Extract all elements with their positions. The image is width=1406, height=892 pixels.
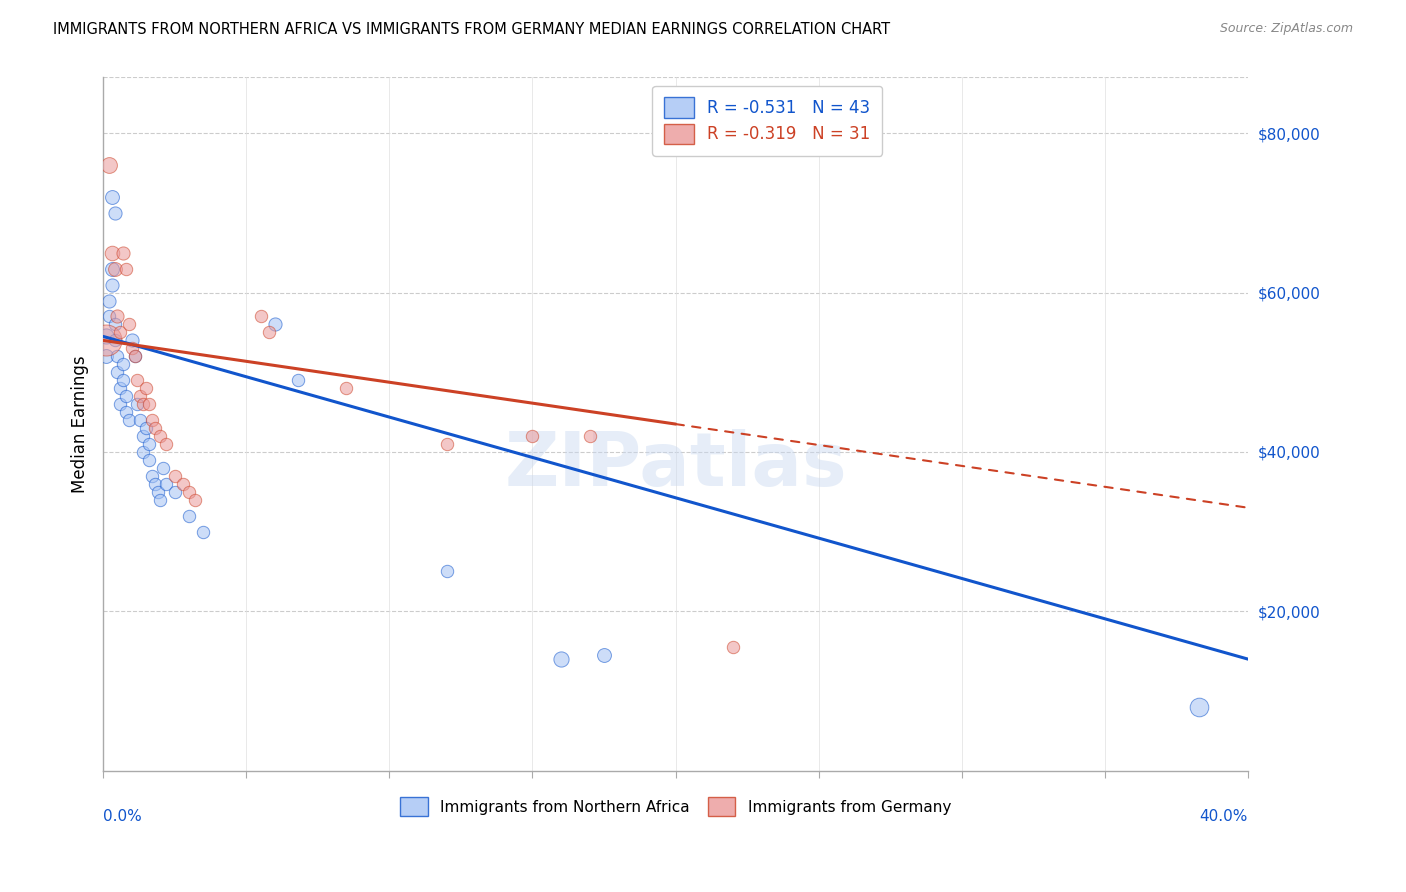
Point	[335, 381, 357, 395]
Point	[132, 397, 155, 411]
Text: 40.0%: 40.0%	[1199, 809, 1249, 824]
Point	[578, 429, 600, 443]
Point	[132, 445, 155, 459]
Point	[1188, 700, 1211, 714]
Point	[115, 405, 138, 419]
Point	[163, 468, 186, 483]
Legend: Immigrants from Northern Africa, Immigrants from Germany: Immigrants from Northern Africa, Immigra…	[394, 791, 957, 822]
Point	[112, 245, 135, 260]
Point	[436, 437, 458, 451]
Point	[100, 190, 122, 204]
Text: ZIPatlas: ZIPatlas	[505, 429, 846, 502]
Point	[124, 349, 146, 363]
Point	[107, 349, 129, 363]
Point	[138, 397, 160, 411]
Point	[149, 492, 172, 507]
Y-axis label: Median Earnings: Median Earnings	[72, 355, 89, 493]
Point	[100, 245, 122, 260]
Point	[110, 326, 132, 340]
Point	[138, 453, 160, 467]
Text: Source: ZipAtlas.com: Source: ZipAtlas.com	[1219, 22, 1353, 36]
Point	[103, 334, 125, 348]
Point	[94, 349, 117, 363]
Point	[100, 261, 122, 276]
Point	[94, 334, 117, 348]
Point	[97, 293, 120, 308]
Point	[129, 389, 152, 403]
Point	[152, 461, 174, 475]
Point	[97, 158, 120, 172]
Point	[110, 397, 132, 411]
Point	[118, 413, 141, 427]
Point	[103, 206, 125, 220]
Point	[550, 652, 572, 666]
Point	[177, 484, 200, 499]
Point	[138, 437, 160, 451]
Text: 0.0%: 0.0%	[103, 809, 142, 824]
Point	[287, 373, 309, 387]
Point	[143, 476, 166, 491]
Point	[112, 357, 135, 371]
Point	[121, 334, 143, 348]
Point	[172, 476, 194, 491]
Point	[143, 421, 166, 435]
Point	[129, 413, 152, 427]
Point	[124, 349, 146, 363]
Point	[107, 365, 129, 379]
Point	[94, 329, 117, 343]
Point	[155, 476, 177, 491]
Text: IMMIGRANTS FROM NORTHERN AFRICA VS IMMIGRANTS FROM GERMANY MEDIAN EARNINGS CORRE: IMMIGRANTS FROM NORTHERN AFRICA VS IMMIG…	[53, 22, 890, 37]
Point	[249, 310, 271, 324]
Point	[146, 484, 169, 499]
Point	[103, 261, 125, 276]
Point	[593, 648, 616, 662]
Point	[141, 413, 163, 427]
Point	[522, 429, 544, 443]
Point	[141, 468, 163, 483]
Point	[177, 508, 200, 523]
Point	[436, 565, 458, 579]
Point	[264, 318, 287, 332]
Point	[127, 373, 149, 387]
Point	[721, 640, 744, 655]
Point	[163, 484, 186, 499]
Point	[135, 381, 157, 395]
Point	[103, 318, 125, 332]
Point	[155, 437, 177, 451]
Point	[149, 429, 172, 443]
Point	[183, 492, 205, 507]
Point	[107, 310, 129, 324]
Point	[118, 318, 141, 332]
Point	[257, 326, 280, 340]
Point	[97, 310, 120, 324]
Point	[115, 389, 138, 403]
Point	[135, 421, 157, 435]
Point	[112, 373, 135, 387]
Point	[193, 524, 215, 539]
Point	[121, 342, 143, 356]
Point	[110, 381, 132, 395]
Point	[100, 277, 122, 292]
Point	[132, 429, 155, 443]
Point	[115, 261, 138, 276]
Point	[127, 397, 149, 411]
